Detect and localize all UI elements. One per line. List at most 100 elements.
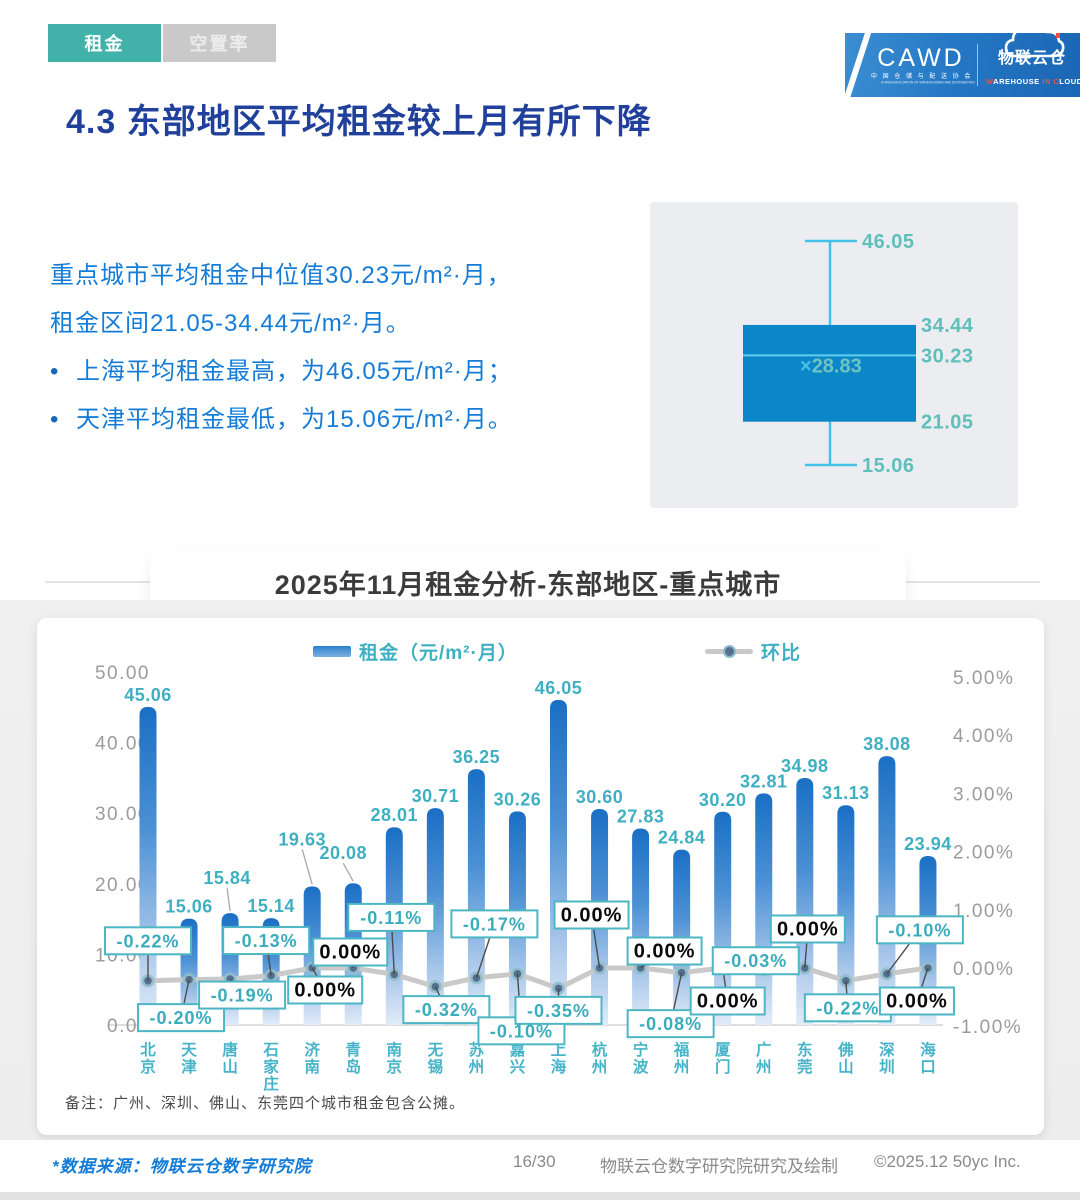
x-axis-label-石家庄: 石家庄 (262, 1042, 279, 1093)
bar-value-label: 36.25 (453, 747, 501, 767)
bar-value-label: 38.08 (863, 734, 911, 754)
rent-bar-深圳 (878, 756, 896, 1025)
q1-label: 21.05 (921, 412, 974, 434)
bar-value-label: 15.84 (203, 868, 251, 888)
intro-line-1: 重点城市平均租金中位值30.23元/m²·月， (50, 262, 512, 289)
warehouse-in-cloud-logo: 物联云仓 WAREHOUSE IN CLOUD (986, 33, 1080, 86)
x-axis-label-济南: 济南 (304, 1040, 320, 1076)
x-axis-label-佛山: 佛山 (837, 1040, 854, 1076)
bar-value-label: 31.13 (822, 783, 870, 803)
chart-legend: 租金（元/m²·月） 环比 (37, 638, 1044, 668)
left-axis-tick: 30.00 (95, 804, 150, 825)
mom-label-box (769, 914, 846, 944)
mom-label: 0.00% (886, 991, 948, 1013)
bar-value-label: 27.83 (617, 807, 665, 827)
page-number: 16/30 (513, 1152, 556, 1171)
rent-bar-苏州 (467, 769, 485, 1025)
x-axis-label-北京: 北京 (140, 1041, 156, 1076)
left-axis-tick: 40.00 (95, 734, 150, 755)
bar-label-leader (226, 888, 231, 912)
left-axis-tick: 50.00 (95, 663, 150, 684)
mom-label-box (402, 995, 491, 1025)
mom-label: -0.03% (724, 951, 787, 971)
right-axis-tick: 3.00% (953, 784, 1014, 805)
bar-label-leader (342, 862, 354, 882)
left-axis-tick: 20.00 (95, 875, 150, 896)
x-axis-label-苏州: 苏州 (468, 1040, 485, 1076)
bar-value-label: 20.08 (319, 843, 367, 863)
cawd-chinese-name: 中 国 仓 储 与 配 送 协 会 (871, 74, 973, 80)
copyright-text: ©2025.12 50yc Inc. (874, 1152, 1021, 1171)
right-axis-tick: 5.00% (953, 668, 1014, 689)
mom-label: -0.11% (360, 908, 422, 928)
wic-letter-w: W (986, 77, 994, 86)
x-axis-label-东莞: 东莞 (797, 1040, 813, 1076)
wic-english-wordmark: WAREHOUSE IN CLOUD (986, 77, 1080, 86)
intro-bullet-2-text: 天津平均租金最低，为15.06元/m²·月。 (76, 406, 513, 433)
intro-bullet-1: • 上海平均租金最高，为46.05元/m²·月； (50, 348, 650, 396)
mom-label-box (222, 926, 311, 956)
bar-value-label: 15.06 (165, 897, 213, 917)
legend-item-mom[interactable]: 环比 (705, 638, 801, 665)
x-axis-label-南京: 南京 (387, 1040, 403, 1076)
mom-label-box (875, 915, 964, 945)
mom-label-box (104, 926, 192, 956)
chart-note: 备注：广州、深圳、佛山、东莞四个城市租金包含公摊。 (65, 1095, 466, 1112)
mom-label: -0.32% (415, 1000, 478, 1020)
x-axis-label-杭州: 杭州 (591, 1040, 608, 1076)
wic-chinese-wordmark: 物联云仓 (997, 50, 1066, 67)
intro-bullet-1-text: 上海平均租金最高，为46.05元/m²·月； (76, 358, 513, 385)
banner-slash-decoration (845, 33, 873, 97)
mom-label: -0.10% (888, 920, 951, 940)
mom-label-box (626, 1009, 715, 1039)
mom-point (472, 974, 481, 982)
mom-label: -0.22% (816, 998, 879, 1018)
right-axis-tick: 2.00% (953, 843, 1014, 864)
mean-label: ×28.83 (800, 355, 862, 377)
legend-mom-label: 环比 (761, 643, 802, 664)
x-axis-label-无锡: 无锡 (427, 1041, 444, 1076)
rent-combo-chart: 50.0040.0030.0020.0010.000.005.00%4.00%3… (95, 663, 1021, 1093)
legend-rent-label: 租金（元/m²·月） (359, 643, 518, 664)
mom-label-box (287, 975, 364, 1005)
mom-label: -0.35% (527, 1001, 590, 1021)
iqr-box (743, 324, 916, 422)
bar-value-label: 19.63 (278, 829, 326, 849)
line-swatch-icon (705, 645, 753, 658)
bar-value-label: 28.01 (371, 805, 419, 825)
page-title: 4.3 东部地区平均租金较上月有所下降 (66, 103, 652, 141)
intro-bullet-2: • 天津平均租金最低，为15.06元/m²·月。 (50, 396, 650, 444)
x-axis-label-上海: 上海 (551, 1041, 567, 1076)
boxplot-panel: ×28.83 46.05 34.44 30.23 21.05 15.06 (650, 202, 1018, 508)
bullet-dot-icon: • (50, 406, 60, 433)
rent-bar-佛山 (837, 805, 855, 1025)
bar-label-leader (301, 849, 313, 885)
rent-bar-宁波 (632, 828, 650, 1025)
footer: *数据来源：物联云仓数字研究院 16/30 物联云仓数字研究院研究及绘制 ©20… (0, 1140, 1080, 1192)
bar-value-label: 32.81 (740, 771, 788, 791)
section-title: 2025年11月租金分析-东部地区-重点城市 (274, 569, 782, 600)
mom-label: -0.10% (490, 1021, 553, 1041)
cawd-logo: CAWD 中 国 仓 储 与 配 送 协 会 CHINA ASSOCIATION… (871, 45, 975, 85)
mom-label-box (450, 909, 539, 939)
x-axis-label-深圳: 深圳 (879, 1041, 895, 1076)
tab-vacancy[interactable]: 空置率 (163, 24, 276, 62)
bar-value-label: 30.60 (576, 787, 624, 807)
mom-point (595, 964, 604, 972)
mom-label-box (803, 993, 892, 1023)
mom-label: -0.13% (235, 931, 298, 951)
legend-item-rent[interactable]: 租金（元/m²·月） (313, 638, 518, 665)
x-axis-label-天津: 天津 (181, 1042, 197, 1076)
logo-divider (977, 44, 978, 86)
x-axis-label-青岛: 青岛 (345, 1040, 361, 1076)
mom-label-box (878, 986, 955, 1016)
rent-bar-东莞 (796, 778, 814, 1025)
wic-text-loud: LOUD (1059, 77, 1080, 86)
tab-rent-label: 租金 (84, 34, 125, 54)
mom-label: -0.17% (463, 914, 526, 934)
bar-value-label: 45.06 (124, 685, 172, 705)
bullet-dot-icon: • (50, 358, 60, 385)
tab-rent[interactable]: 租金 (48, 24, 161, 62)
bar-value-label: 30.20 (699, 790, 747, 810)
cawd-english-name: CHINA ASSOCIATION OF WAREHOUSING AND DIS… (881, 80, 975, 85)
